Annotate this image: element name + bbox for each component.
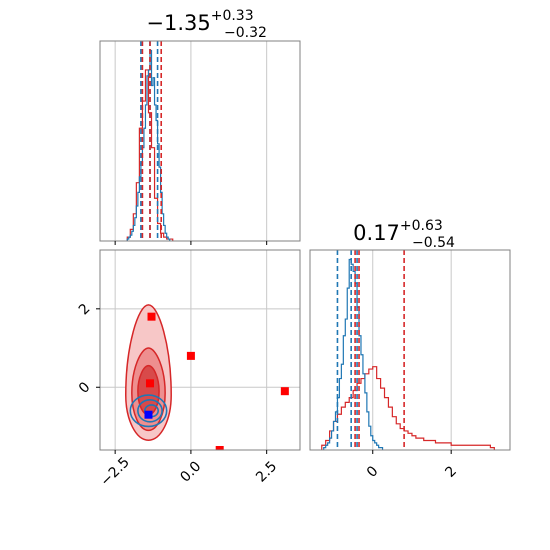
- scatter-contour-series-a: [129, 394, 168, 428]
- scatter-marker-series-b: [215, 446, 224, 450]
- scatter-marker-series-b: [147, 312, 156, 321]
- scatter-marker-series-b: [146, 379, 154, 388]
- scatter-x-tick-label: −2.5: [97, 454, 132, 489]
- histogram-panel-param1-title: −1.35+0.33: [146, 8, 253, 35]
- scatter-x-tick-label: 0.0: [177, 458, 204, 485]
- scatter-y-tick-label: 0: [76, 379, 94, 397]
- scatter-marker-series-b: [186, 351, 195, 360]
- scatter-y-tick-label: 2: [76, 301, 94, 319]
- scatter-panel-ticks: −2.5 0.0 2.5 0 2: [76, 301, 280, 490]
- scatter-marker-series-b: [280, 387, 289, 396]
- histogram-panel-param2-title-subscript: −0.54: [412, 235, 455, 251]
- histogram-panel-param1-ticks: [114, 241, 268, 245]
- scatter-panel: −2.5 0.0 2.5 0 2: [76, 249, 301, 490]
- title-main: 0.17: [353, 221, 400, 245]
- histogram-panel-param2-frame: [309, 249, 511, 451]
- histogram-panel-param2-grid: [372, 250, 452, 450]
- title-superscript: +0.33: [211, 8, 254, 24]
- scatter-panel-grid: [100, 250, 300, 450]
- scatter-contour-series-a: [137, 399, 163, 423]
- hist2-tick-label: 2: [442, 463, 460, 481]
- histogram-panel-param2-data: [321, 250, 495, 450]
- histogram-panel-param1-frame: [99, 40, 301, 242]
- histogram-panel-param1-grid: [114, 41, 268, 241]
- hist2-histogram-series-a: [323, 258, 384, 450]
- hist1-histogram-series-a: [126, 49, 171, 241]
- scatter-marker-series-a: [144, 410, 153, 419]
- histogram-panel-param1: −1.35+0.33 −0.32: [99, 8, 301, 245]
- title-main: −1.35: [146, 11, 210, 35]
- hist1-histogram-series-b: [126, 69, 174, 241]
- scatter-x-tick-label: 2.5: [253, 458, 280, 485]
- scatter-panel-frame: [99, 249, 301, 451]
- hist2-histogram-series-b: [321, 366, 495, 450]
- title-superscript: +0.63: [400, 218, 443, 234]
- histogram-panel-param1-title-subscript: −0.32: [224, 25, 267, 41]
- histogram-panel-param1-data: [126, 41, 174, 241]
- scatter-panel-data: [125, 304, 289, 450]
- histogram-panel-param2-title: 0.17+0.63: [353, 218, 443, 245]
- hist2-tick-label: 0: [364, 463, 382, 481]
